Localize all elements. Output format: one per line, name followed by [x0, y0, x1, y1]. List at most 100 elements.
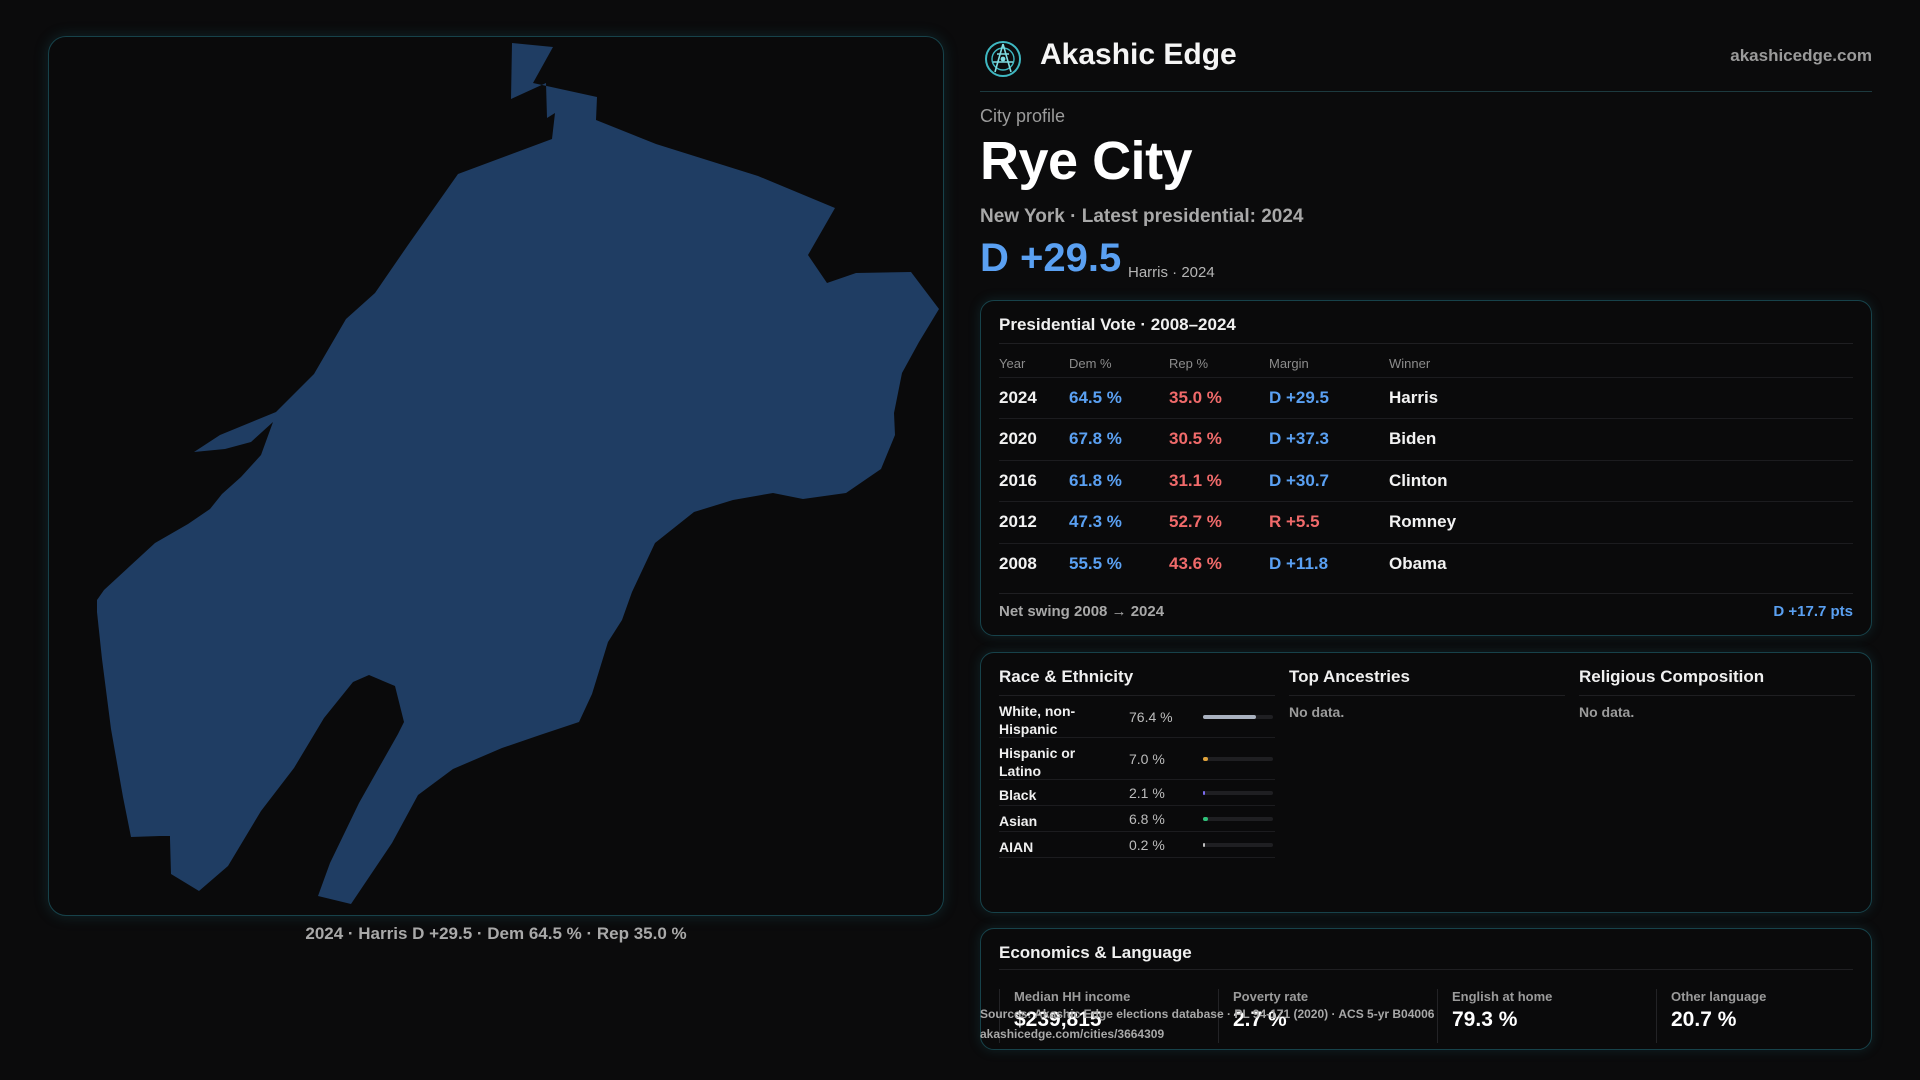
row-year: 2012	[999, 501, 1069, 543]
table-row[interactable]: 2020 67.8 % 30.5 % D +37.3 Biden	[999, 418, 1853, 460]
page-title: Rye City	[980, 131, 1193, 191]
race-label: Black	[999, 787, 1037, 803]
race-bar-track	[1203, 816, 1273, 821]
race-label: AIAN	[999, 839, 1034, 855]
net-swing-label: Net swing 2008 → 2024	[999, 603, 1165, 620]
race-percent: 76.4 %	[1129, 708, 1173, 725]
list-item: Hispanic or Latino 7.0 %	[999, 738, 1275, 780]
row-year: 2024	[999, 376, 1069, 419]
row-dem-pct: 47.3 %	[1069, 501, 1169, 543]
compass-icon[interactable]	[984, 40, 1022, 78]
divider	[999, 343, 1853, 344]
table-row[interactable]: 2012 47.3 % 52.7 % R +5.5 Romney	[999, 501, 1853, 543]
column-header-year: Year	[999, 356, 1026, 372]
sources-text: Sources: Akashic Edge elections database…	[980, 1007, 1435, 1021]
race-label: Hispanic or Latino	[999, 745, 1076, 779]
economics-language-card: Economics & Language Median HH income $23…	[980, 928, 1872, 1050]
latest-margin-note: Harris · 2024	[1128, 264, 1215, 281]
row-year: 2020	[999, 418, 1069, 460]
row-winner: Harris	[1389, 376, 1853, 419]
row-winner: Clinton	[1389, 459, 1853, 502]
row-winner: Obama	[1389, 542, 1853, 585]
city-subtitle: New York · Latest presidential: 2024	[980, 206, 1304, 227]
city-map-panel	[48, 36, 944, 916]
table-row[interactable]: 2016 61.8 % 31.1 % D +30.7 Clinton	[999, 459, 1853, 502]
stat-tile: Median HH income $239,815	[999, 989, 1199, 1043]
race-percent: 0.2 %	[1129, 836, 1165, 853]
race-bar-fill	[1203, 816, 1208, 821]
race-bar-fill	[1203, 756, 1208, 761]
row-margin: D +30.7	[1269, 459, 1389, 502]
race-bar-track	[1203, 790, 1273, 795]
ancestries-empty-text: No data.	[1289, 704, 1345, 720]
row-year: 2008	[999, 542, 1069, 585]
brand-name[interactable]: Akashic Edge	[1040, 38, 1237, 71]
city-boundary-shape[interactable]	[97, 43, 939, 904]
latest-margin: D +29.5	[980, 236, 1122, 280]
race-ethnicity-title: Race & Ethnicity	[999, 667, 1275, 696]
stat-tile: English at home 79.3 %	[1437, 989, 1637, 1043]
row-rep-pct: 35.0 %	[1169, 376, 1269, 419]
list-item: Black 2.1 %	[999, 780, 1275, 806]
row-dem-pct: 61.8 %	[1069, 459, 1169, 502]
stat-label: Other language	[1671, 989, 1767, 1004]
row-margin: D +29.5	[1269, 376, 1389, 419]
stat-tile: Poverty rate 2.7 %	[1218, 989, 1418, 1043]
stat-tile: Other language 20.7 %	[1656, 989, 1856, 1043]
row-winner: Biden	[1389, 418, 1853, 460]
row-rep-pct: 43.6 %	[1169, 542, 1269, 585]
demographics-card: Race & Ethnicity White, non-Hispanic 76.4…	[980, 652, 1872, 913]
city-boundary-map	[97, 43, 939, 904]
race-bar-fill	[1203, 714, 1257, 719]
map-caption: 2024 · Harris D +29.5 · Dem 64.5 % · Rep…	[305, 924, 687, 943]
stat-label: Poverty rate	[1233, 989, 1309, 1004]
race-label: Asian	[999, 813, 1038, 829]
site-link[interactable]: akashicedge.com	[1730, 46, 1872, 65]
ancestries-title: Top Ancestries	[1289, 667, 1565, 696]
page-footer: Sources: Akashic Edge elections database…	[980, 1004, 1434, 1044]
religion-title: Religious Composition	[1579, 667, 1855, 696]
stat-label: Median HH income	[1014, 989, 1131, 1004]
net-swing-value: D +17.7 pts	[1773, 603, 1853, 620]
table-row[interactable]: 2024 64.5 % 35.0 % D +29.5 Harris	[999, 376, 1853, 419]
divider	[999, 969, 1853, 970]
row-margin: D +37.3	[1269, 418, 1389, 460]
race-percent: 2.1 %	[1129, 784, 1165, 801]
economics-language-title: Economics & Language	[999, 943, 1192, 962]
column-header-rep: Rep %	[1169, 356, 1209, 372]
religion-section: Religious Composition No data.	[1579, 667, 1855, 720]
row-rep-pct: 30.5 %	[1169, 418, 1269, 460]
race-bar-track	[1203, 756, 1273, 761]
divider	[999, 593, 1853, 594]
stat-value: 20.7 %	[1671, 1008, 1737, 1031]
stat-value: 79.3 %	[1452, 1008, 1518, 1031]
presidential-vote-title: Presidential Vote · 2008–2024	[999, 315, 1236, 334]
list-item: AIAN 0.2 %	[999, 832, 1275, 858]
column-header-winner: Winner	[1389, 356, 1431, 372]
race-percent: 7.0 %	[1129, 750, 1165, 767]
page-url[interactable]: akashicedge.com/cities/3664309	[980, 1027, 1165, 1041]
presidential-vote-table: Year Dem % Rep % Margin Winner 2024 64.5 …	[999, 351, 1853, 585]
row-dem-pct: 67.8 %	[1069, 418, 1169, 460]
column-header-dem: Dem %	[1069, 356, 1112, 372]
stat-label: English at home	[1452, 989, 1553, 1004]
race-percent: 6.8 %	[1129, 810, 1165, 827]
row-dem-pct: 64.5 %	[1069, 376, 1169, 419]
row-margin: D +11.8	[1269, 542, 1389, 585]
list-item: Asian 6.8 %	[999, 806, 1275, 832]
stat-value: $239,815	[1014, 1008, 1102, 1031]
row-dem-pct: 55.5 %	[1069, 542, 1169, 585]
table-row[interactable]: 2008 55.5 % 43.6 % D +11.8 Obama	[999, 542, 1853, 585]
page-eyebrow: City profile	[980, 106, 1066, 126]
app-header: Akashic Edge akashicedge.com	[980, 36, 1872, 92]
race-bar-fill	[1203, 842, 1205, 847]
column-header-margin: Margin	[1269, 356, 1309, 372]
row-rep-pct: 31.1 %	[1169, 459, 1269, 502]
presidential-vote-card: Presidential Vote · 2008–2024 Year Dem %…	[980, 300, 1872, 636]
race-bar-track	[1203, 842, 1273, 847]
row-margin: R +5.5	[1269, 501, 1389, 543]
list-item: White, non-Hispanic 76.4 %	[999, 696, 1275, 738]
row-winner: Romney	[1389, 501, 1853, 543]
row-year: 2016	[999, 459, 1069, 502]
religion-empty-text: No data.	[1579, 704, 1635, 720]
